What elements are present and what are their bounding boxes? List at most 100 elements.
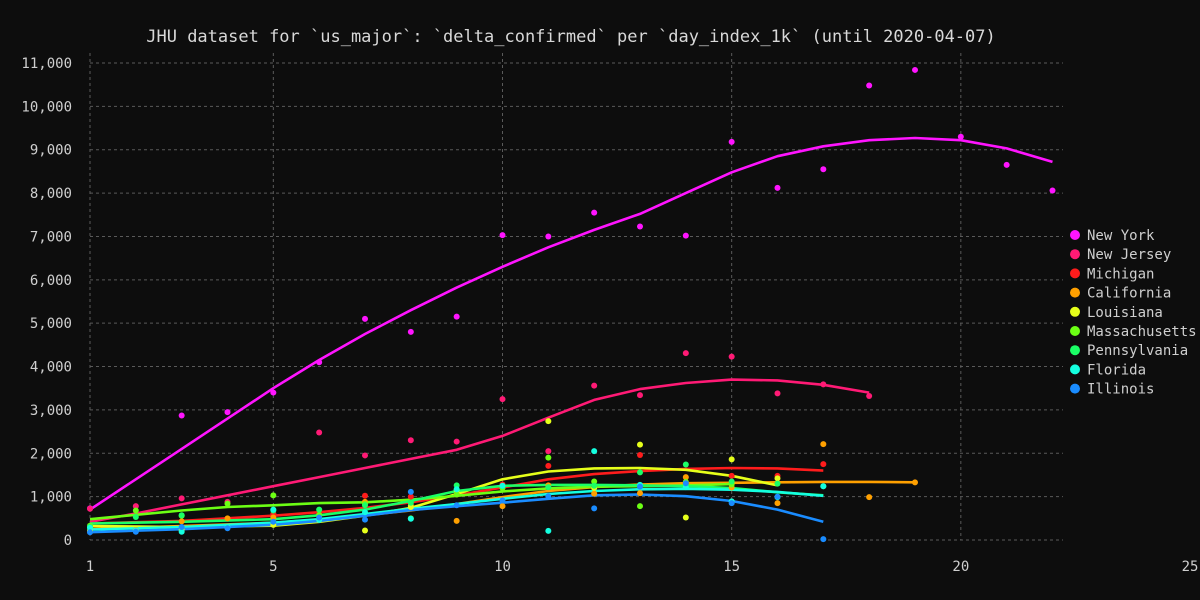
data-point — [682, 350, 689, 357]
data-point — [87, 524, 93, 531]
data-point — [774, 184, 781, 191]
data-point — [820, 441, 827, 448]
data-point — [316, 506, 323, 513]
data-point — [545, 527, 552, 534]
data-point — [637, 452, 643, 459]
data-point — [728, 500, 735, 507]
y-tick-label: 0 — [64, 533, 72, 549]
y-tick-label: 2,000 — [30, 446, 72, 462]
y-tick-label: 11,000 — [21, 56, 72, 72]
data-point — [407, 499, 414, 506]
data-point — [637, 503, 643, 510]
data-point — [637, 469, 643, 476]
legend-marker — [1070, 268, 1080, 279]
data-point — [178, 512, 185, 519]
data-point — [407, 328, 414, 335]
data-point — [178, 495, 185, 502]
legend-label: Illinois — [1087, 382, 1154, 398]
data-point — [132, 507, 139, 514]
legend-marker — [1070, 287, 1080, 298]
data-point — [682, 232, 689, 239]
data-point — [820, 461, 827, 468]
data-point — [362, 509, 368, 516]
y-tick-label: 9,000 — [30, 143, 72, 159]
data-point — [270, 389, 277, 396]
data-point — [362, 315, 368, 322]
data-point — [591, 482, 598, 489]
data-point — [1049, 187, 1056, 194]
data-point — [87, 505, 93, 512]
legend-marker — [1070, 306, 1080, 317]
data-point — [545, 484, 552, 491]
legend-marker — [1070, 345, 1080, 356]
data-point — [499, 396, 506, 403]
legend-label: Florida — [1087, 362, 1146, 378]
legend: New York New Jersey Michigan California Loui… — [1070, 228, 1197, 398]
data-point — [270, 514, 277, 521]
legend-marker — [1070, 383, 1080, 394]
data-point — [774, 475, 781, 482]
data-point — [178, 518, 185, 525]
y-tick-label: 7,000 — [30, 229, 72, 245]
data-point — [270, 518, 277, 525]
data-point — [591, 382, 598, 389]
legend-marker — [1070, 326, 1080, 336]
legend-label: California — [1087, 286, 1171, 302]
data-point — [453, 491, 460, 498]
data-point — [728, 456, 735, 463]
data-point — [178, 528, 185, 535]
data-point — [774, 480, 781, 487]
data-point — [453, 486, 460, 493]
x-tick-label: 15 — [723, 559, 740, 575]
data-point — [637, 223, 643, 230]
data-point — [224, 515, 231, 522]
data-point — [591, 478, 598, 485]
data-point — [728, 138, 735, 145]
data-point — [224, 525, 231, 532]
y-tick-label: 5,000 — [30, 316, 72, 332]
data-point — [407, 488, 414, 495]
data-point — [453, 517, 460, 524]
legend-marker — [1070, 364, 1080, 375]
data-point — [774, 493, 781, 500]
data-point — [178, 412, 185, 419]
data-point — [362, 502, 368, 509]
data-point — [866, 393, 873, 400]
data-point — [637, 490, 643, 497]
legend-label: Massachusetts — [1087, 324, 1197, 340]
data-point — [132, 528, 139, 535]
data-point — [362, 452, 368, 459]
data-point — [1003, 161, 1010, 168]
data-point — [820, 536, 827, 543]
data-point — [545, 233, 552, 240]
data-point — [407, 437, 414, 444]
y-tick-label: 8,000 — [30, 186, 72, 202]
data-point — [407, 515, 414, 522]
data-point — [591, 448, 598, 455]
data-point — [591, 490, 598, 497]
grid — [89, 53, 1063, 541]
data-point — [774, 390, 781, 397]
data-point — [728, 353, 735, 360]
data-point — [866, 82, 873, 89]
data-point — [316, 429, 323, 436]
x-tick-label: 10 — [494, 559, 511, 575]
y-tick-label: 3,000 — [30, 403, 72, 419]
legend-label: Pennsylvania — [1087, 343, 1188, 359]
data-point — [499, 232, 506, 239]
legend-label: New Jersey — [1087, 247, 1171, 263]
chart-title: JHU dataset for `us_major`: `delta_confi… — [146, 27, 996, 47]
data-point — [545, 448, 552, 455]
data-point — [820, 483, 827, 490]
legend-marker — [1070, 230, 1080, 240]
data-point — [637, 441, 643, 448]
data-point — [912, 66, 918, 73]
legend-label: New York — [1087, 228, 1155, 244]
legend-label: Louisiana — [1087, 305, 1163, 321]
data-point — [499, 482, 506, 489]
data-point — [407, 504, 414, 511]
data-point — [407, 493, 414, 500]
data-point — [362, 492, 368, 499]
data-point — [728, 478, 735, 485]
y-axis-ticks: 0 1,000 2,000 3,000 4,000 5,000 6,000 7,000 8,00… — [21, 56, 72, 549]
